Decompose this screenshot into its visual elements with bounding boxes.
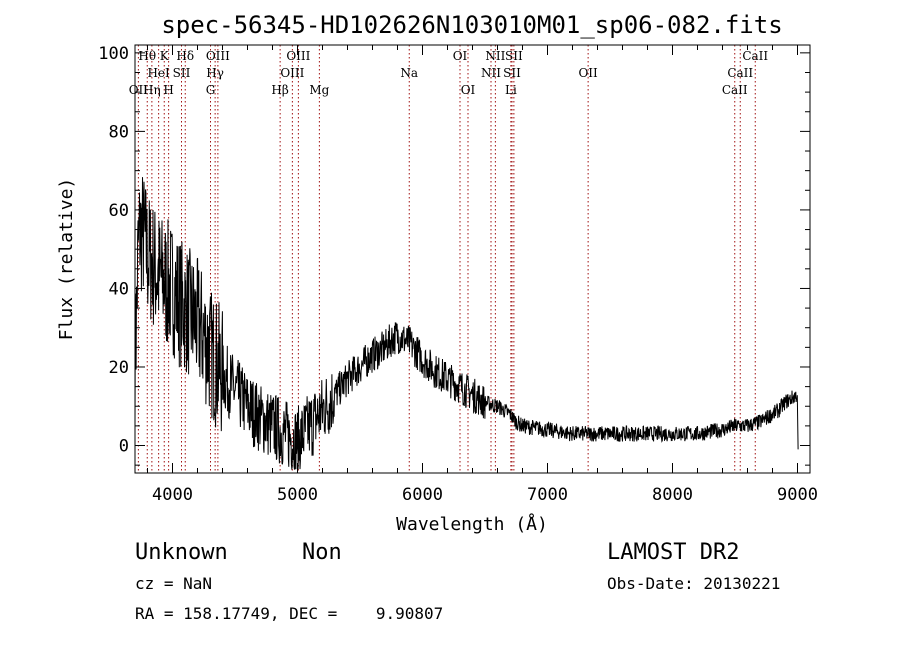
spectral-line-label: SII bbox=[503, 66, 521, 80]
x-tick-label: 5000 bbox=[277, 485, 318, 505]
spectral-line-label: OI bbox=[453, 49, 468, 63]
spectral-line-label: OI bbox=[461, 83, 476, 97]
x-axis-label: Wavelength (Å) bbox=[396, 513, 548, 535]
spectral-line-label: K bbox=[160, 49, 170, 63]
x-tick-label: 6000 bbox=[402, 485, 443, 505]
spectral-line-label: Hη bbox=[143, 83, 161, 97]
y-tick-label: 80 bbox=[109, 122, 129, 142]
spectral-line-label: SII bbox=[505, 49, 523, 63]
object-subclass: Non bbox=[302, 540, 342, 565]
spectral-line-label: Hθ bbox=[138, 49, 156, 63]
y-axis-label: Flux (relative) bbox=[56, 178, 77, 341]
redshift-text: cz = NaN bbox=[135, 574, 212, 593]
obs-date: Obs-Date: 20130221 bbox=[607, 574, 780, 593]
spectral-line-label: Hγ bbox=[206, 66, 224, 80]
axis-tick-labels: 4000 5000 6000 7000 8000 9000 0 20 40 60 80 100 bbox=[98, 44, 818, 505]
spectral-line-label: G bbox=[206, 83, 216, 97]
spectral-line-label: CaII bbox=[727, 66, 753, 80]
spectral-line-label: SII bbox=[173, 66, 191, 80]
spectral-line-label: CaII bbox=[722, 83, 748, 97]
x-tick-label: 8000 bbox=[652, 485, 693, 505]
spectrum-line bbox=[134, 177, 799, 471]
y-tick-label: 0 bbox=[119, 437, 129, 457]
y-tick-label: 20 bbox=[109, 358, 129, 378]
spectral-line-label: OIII bbox=[280, 66, 304, 80]
spectral-line-label: CaII bbox=[742, 49, 768, 63]
y-tick-label: 40 bbox=[109, 279, 129, 299]
x-tick-label: 4000 bbox=[152, 485, 193, 505]
chart-title: spec-56345-HD102626N103010M01_sp06-082.f… bbox=[161, 11, 782, 39]
spectral-line-label: NII bbox=[485, 49, 505, 63]
y-tick-label: 60 bbox=[109, 201, 129, 221]
spectral-line-label: Hδ bbox=[176, 49, 194, 63]
spectral-line-label: Mg bbox=[309, 83, 329, 97]
axis-ticks bbox=[135, 45, 810, 473]
x-tick-label: 7000 bbox=[527, 485, 568, 505]
spectral-line-label: OIII bbox=[286, 49, 310, 63]
coordinates-text: RA = 158.17749, DEC = 9.90807 bbox=[135, 604, 443, 623]
survey-name: LAMOST DR2 bbox=[607, 540, 739, 565]
spectral-line-label: NII bbox=[481, 66, 501, 80]
y-tick-label: 100 bbox=[98, 44, 129, 64]
spectral-line-labels: OIIHθHηHeIKHSIIHδGHγOIIIHβOIIIOIIIMgNaOI… bbox=[129, 49, 769, 97]
spectral-line-markers bbox=[137, 45, 756, 473]
spectral-line-label: OII bbox=[129, 83, 149, 97]
spectral-line-label: Na bbox=[400, 66, 418, 80]
spectral-line-label: OII bbox=[578, 66, 598, 80]
spectral-line-label: Hβ bbox=[271, 83, 288, 97]
plot-frame bbox=[134, 44, 811, 474]
spectral-line-label: HeI bbox=[147, 66, 170, 80]
object-class: Unknown bbox=[135, 540, 228, 565]
spectral-line-label: H bbox=[163, 83, 173, 97]
spectral-line-label: Li bbox=[505, 83, 517, 97]
spectral-line-label: OIII bbox=[206, 49, 230, 63]
x-tick-label: 9000 bbox=[777, 485, 818, 505]
